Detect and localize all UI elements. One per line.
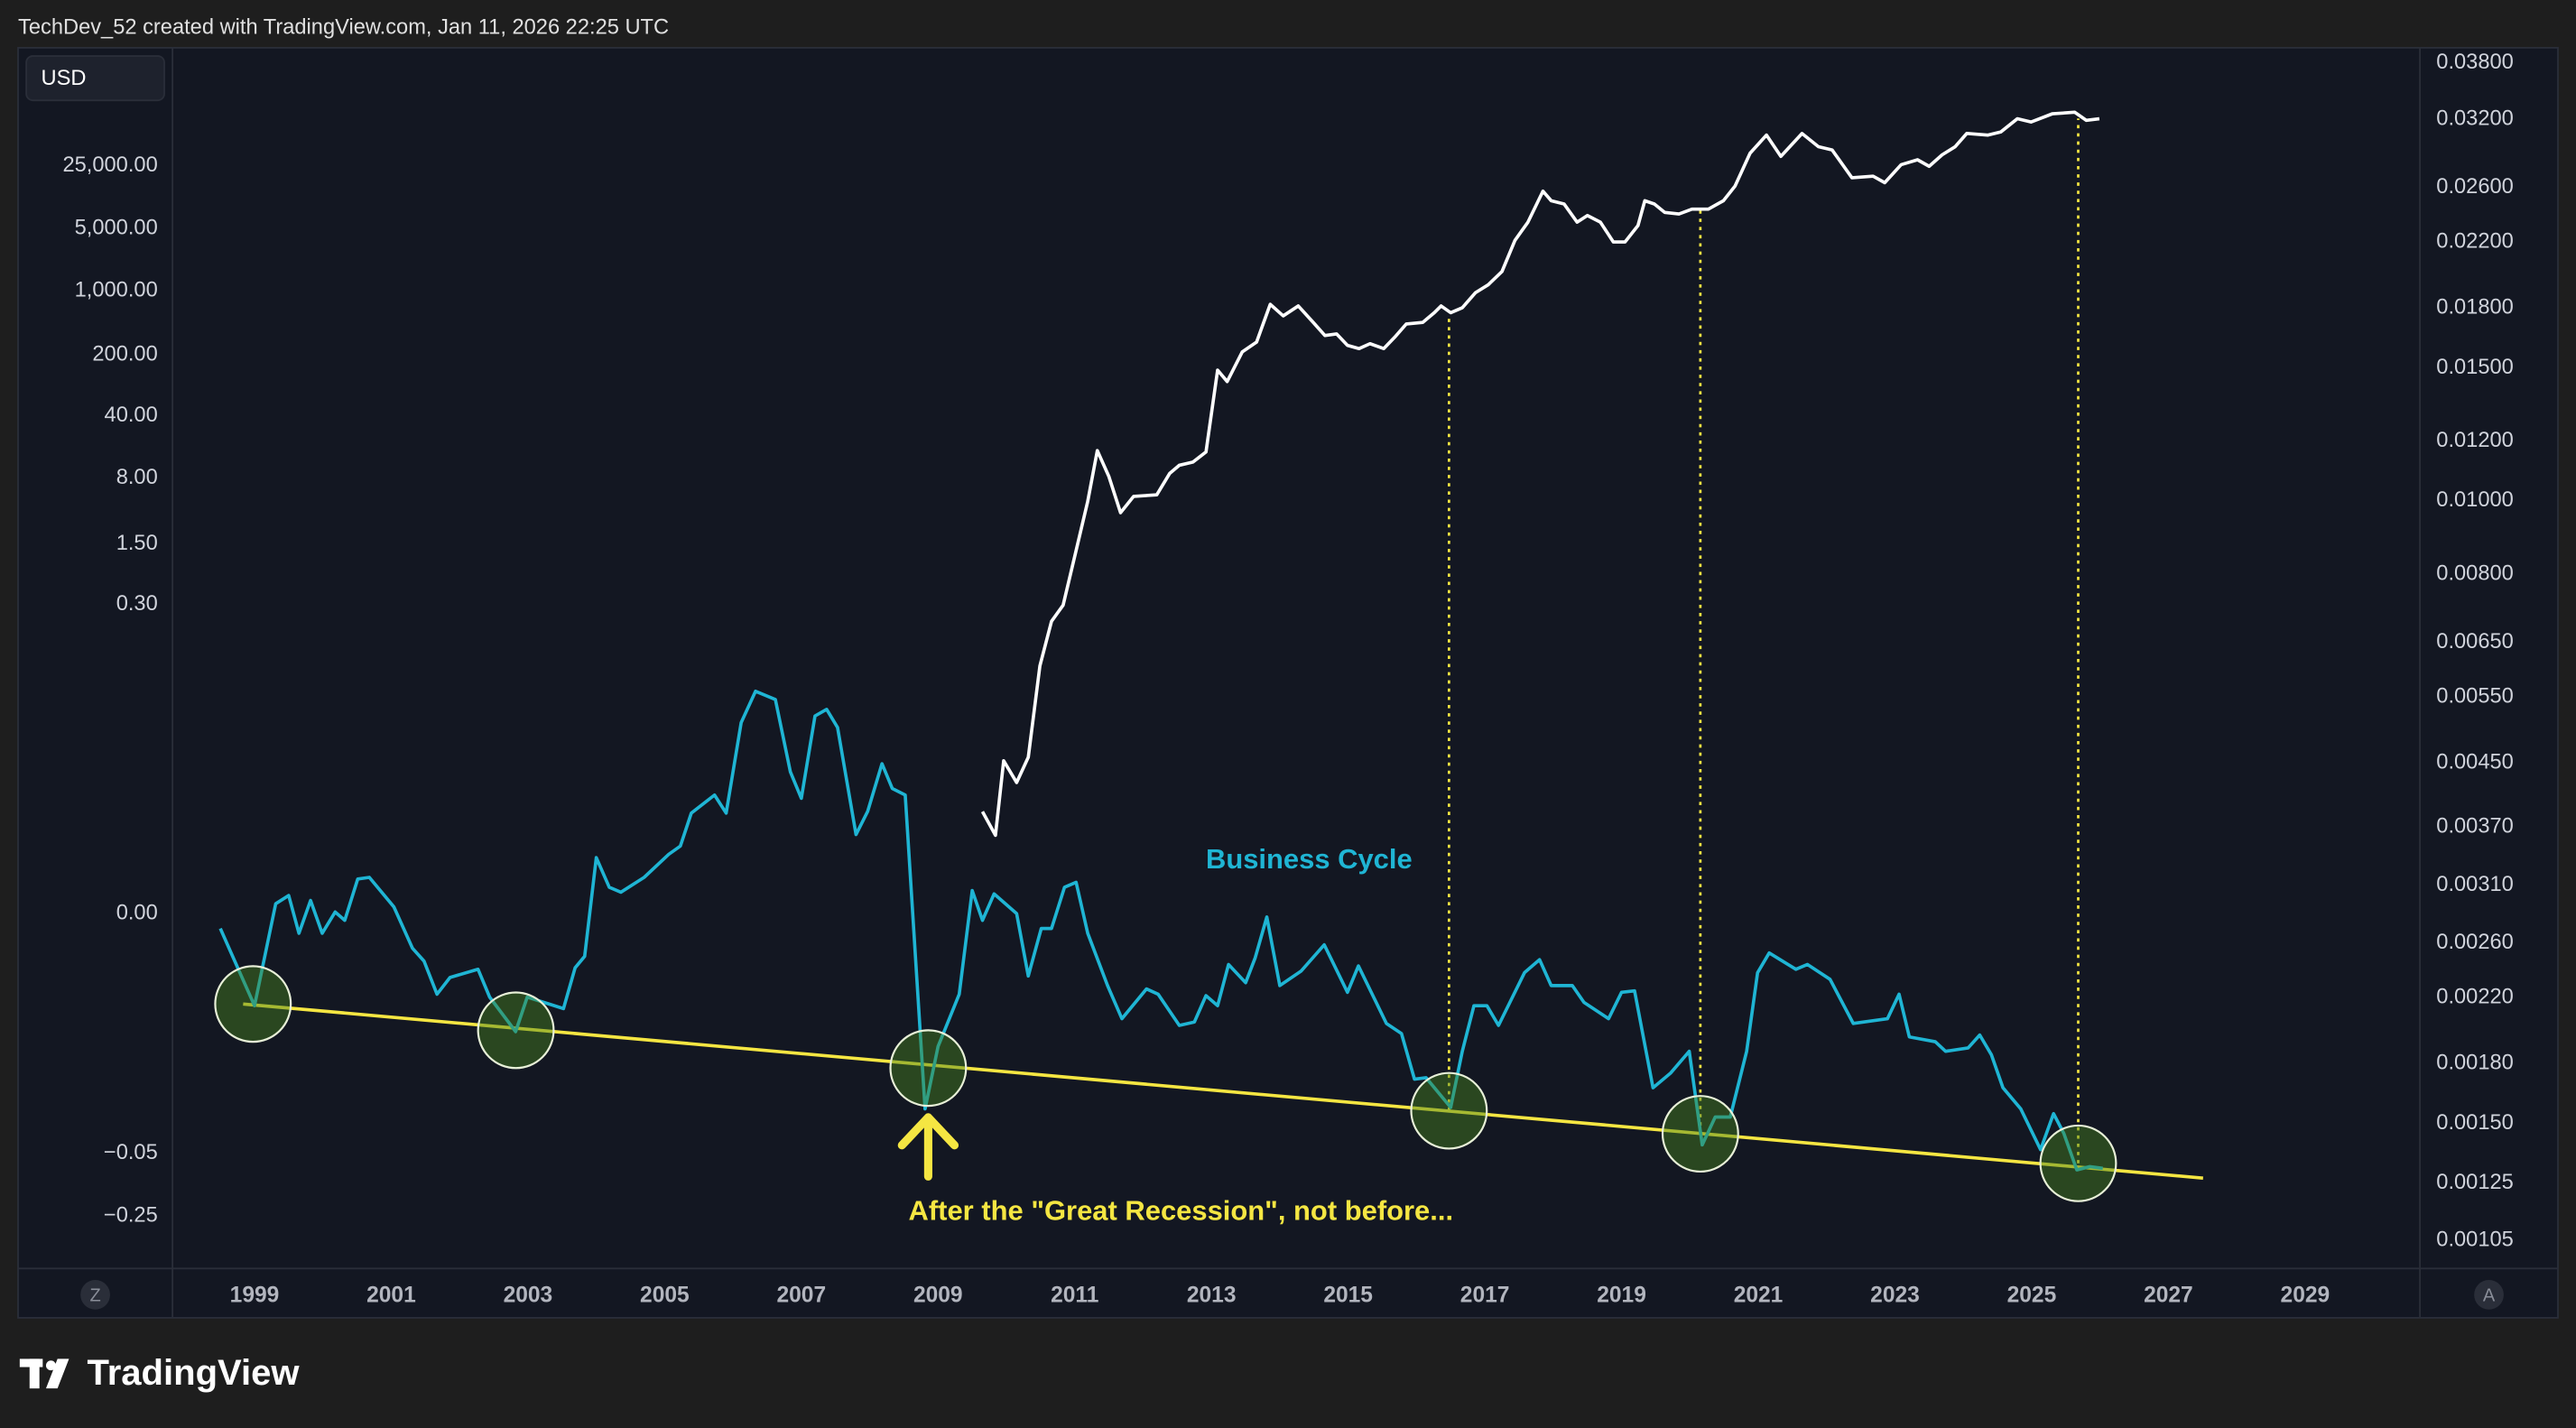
y-tick-label: 8.00 bbox=[116, 466, 158, 489]
series-line bbox=[980, 110, 2100, 838]
y2-tick-label: 0.01200 bbox=[2436, 429, 2514, 452]
x-tick-label: 2009 bbox=[913, 1284, 963, 1308]
highlight-circle bbox=[1661, 1095, 1739, 1173]
x-tick-label: 1999 bbox=[230, 1284, 280, 1308]
footer-logo: TradingView bbox=[87, 1353, 300, 1393]
y2-tick-label: 0.00150 bbox=[2436, 1111, 2514, 1135]
button[interactable] bbox=[2474, 1280, 2504, 1310]
x-tick-label: 2019 bbox=[1597, 1284, 1646, 1308]
currency-label[interactable]: USD bbox=[42, 67, 87, 90]
x-tick-label: 2029 bbox=[2281, 1284, 2330, 1308]
x-tick-label: 2011 bbox=[1051, 1284, 1098, 1308]
series-line bbox=[218, 689, 2103, 1172]
y2-tick-label: 0.00310 bbox=[2436, 873, 2514, 896]
button[interactable] bbox=[80, 1280, 110, 1310]
highlight-circle bbox=[1410, 1071, 1488, 1150]
highlight-circle bbox=[889, 1029, 968, 1108]
y2-tick-label: 0.03200 bbox=[2436, 107, 2514, 130]
y2-tick-label: 0.03800 bbox=[2436, 51, 2514, 74]
x-tick-label: 2001 bbox=[366, 1284, 416, 1308]
annotation: After the "Great Recession", not before.… bbox=[909, 1195, 1454, 1227]
highlight-circle bbox=[2039, 1124, 2117, 1202]
y-tick-label: 5,000.00 bbox=[75, 216, 158, 239]
y2-tick-label: 0.00220 bbox=[2436, 986, 2514, 1009]
currency-button[interactable] bbox=[25, 55, 165, 102]
logo-icon bbox=[19, 1358, 69, 1389]
y2-tick-label: 0.00180 bbox=[2436, 1052, 2514, 1075]
x-tick-label: 2005 bbox=[640, 1284, 690, 1308]
y-tick-label: −0.25 bbox=[104, 1203, 158, 1227]
y-tick-label: 40.00 bbox=[105, 403, 158, 427]
trend-line bbox=[243, 1002, 2203, 1181]
y2-tick-label: 0.01500 bbox=[2436, 356, 2514, 379]
y-tick-label: 0.30 bbox=[116, 592, 158, 616]
y2-tick-label: 0.00370 bbox=[2436, 815, 2514, 839]
y2-tick-label: 0.00260 bbox=[2436, 931, 2514, 954]
x-tick-label: 2023 bbox=[1870, 1284, 1920, 1308]
x-tick-label: 2013 bbox=[1187, 1284, 1237, 1308]
button-label[interactable]: Z bbox=[89, 1286, 100, 1306]
arrow bbox=[897, 1113, 959, 1181]
y-tick-label: 1.50 bbox=[116, 532, 158, 555]
x-tick-label: 2027 bbox=[2144, 1284, 2193, 1308]
y2-tick-label: 0.00800 bbox=[2436, 561, 2514, 585]
highlight-circle bbox=[477, 991, 555, 1070]
y2-tick-label: 0.01800 bbox=[2436, 296, 2514, 320]
x-tick-label: 2007 bbox=[776, 1284, 826, 1308]
highlight-circle bbox=[214, 965, 292, 1043]
chart-frame bbox=[17, 47, 2559, 1319]
y2-tick-label: 0.00125 bbox=[2436, 1171, 2514, 1194]
y2-tick-label: 0.00650 bbox=[2436, 630, 2514, 654]
x-tick-label: 2021 bbox=[1734, 1284, 1784, 1308]
y-tick-label: −0.05 bbox=[104, 1141, 158, 1164]
x-tick-label: 2025 bbox=[2007, 1284, 2057, 1308]
x-tick-label: 2015 bbox=[1323, 1284, 1373, 1308]
y2-tick-label: 0.00550 bbox=[2436, 685, 2514, 709]
y-tick-label: 0.00 bbox=[116, 901, 158, 924]
annotation: Business Cycle bbox=[1206, 843, 1413, 875]
y2-tick-label: 0.02200 bbox=[2436, 230, 2514, 254]
y-tick-label: 25,000.00 bbox=[62, 153, 157, 177]
y2-tick-label: 0.00450 bbox=[2436, 751, 2514, 774]
x-tick-label: 2017 bbox=[1460, 1284, 1510, 1308]
plot-area bbox=[214, 110, 2203, 1202]
header-text: TechDev_52 created with TradingView.com,… bbox=[18, 15, 669, 39]
y2-tick-label: 0.02600 bbox=[2436, 175, 2514, 199]
y-tick-label: 1,000.00 bbox=[75, 279, 158, 302]
x-tick-label: 2003 bbox=[504, 1284, 553, 1308]
y-tick-label: 200.00 bbox=[92, 343, 157, 366]
y2-tick-label: 0.01000 bbox=[2436, 488, 2514, 512]
button-label[interactable]: A bbox=[2483, 1286, 2496, 1306]
y2-tick-label: 0.00105 bbox=[2436, 1228, 2514, 1251]
